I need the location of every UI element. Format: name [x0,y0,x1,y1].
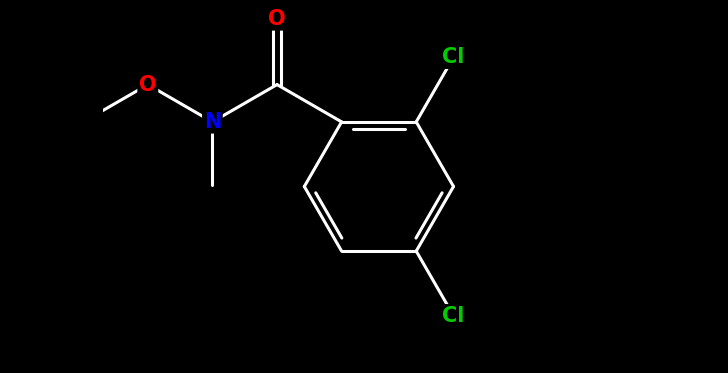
Text: O: O [139,75,157,95]
Text: Cl: Cl [443,306,464,326]
Text: Cl: Cl [443,47,464,67]
Text: N: N [204,112,221,132]
Text: O: O [268,9,286,29]
